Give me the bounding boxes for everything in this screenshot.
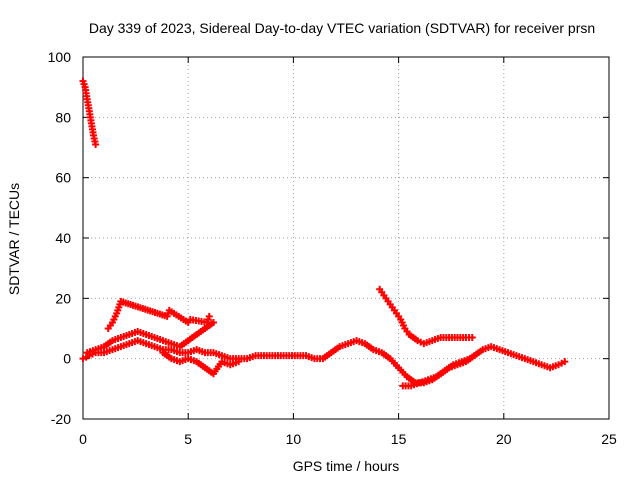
x-axis-label: GPS time / hours: [293, 458, 400, 474]
y-tick-label: 100: [48, 49, 72, 65]
data-markers: [79, 77, 569, 390]
x-tick-label: 10: [286, 431, 302, 447]
y-tick-label: 40: [55, 230, 71, 246]
plot-frame: [82, 56, 610, 420]
data-point: [561, 358, 569, 366]
grid-lines: [83, 57, 609, 419]
data-point: [92, 140, 100, 148]
y-tick-label: -20: [51, 411, 71, 427]
x-tick-label: 5: [184, 431, 192, 447]
x-tick-label: 25: [601, 431, 617, 447]
y-tick-label: 0: [63, 351, 71, 367]
data-point: [209, 318, 217, 326]
axis-ticks: 0 5 10 15 20 25 -20 0 20 40 60 80 100: [48, 49, 617, 447]
data-point: [235, 358, 243, 366]
x-tick-label: 0: [79, 431, 87, 447]
y-tick-label: 60: [55, 170, 71, 186]
x-tick-label: 20: [496, 431, 512, 447]
y-tick-label: 20: [55, 290, 71, 306]
y-tick-label: 80: [55, 109, 71, 125]
chart-title: Day 339 of 2023, Sidereal Day-to-day VTE…: [89, 20, 595, 36]
y-axis-label: SDTVAR / TECUs: [6, 183, 22, 295]
data-point: [205, 312, 213, 320]
x-tick-label: 15: [391, 431, 407, 447]
data-point: [466, 355, 474, 363]
data-point: [468, 334, 476, 342]
